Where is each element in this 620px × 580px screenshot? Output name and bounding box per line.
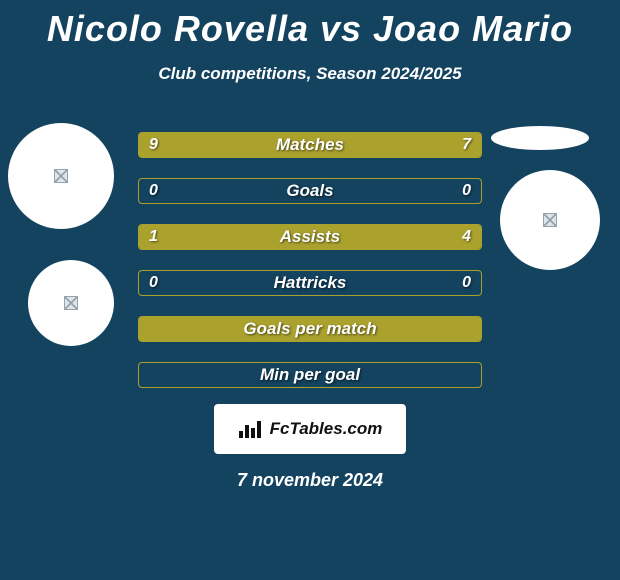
bar-fill-right <box>331 133 481 157</box>
stat-row-goals-per-match: Goals per match <box>138 316 482 342</box>
stat-value-left: 0 <box>149 179 158 203</box>
bar-fill-left <box>139 133 331 157</box>
avatar-placeholder <box>28 260 114 346</box>
bar-fill-right <box>207 225 481 249</box>
brand-text: FcTables.com <box>270 419 383 439</box>
stat-value-right: 0 <box>462 271 471 295</box>
stat-row-matches: 9 7 Matches <box>138 132 482 158</box>
stat-row-goals: 0 0 Goals <box>138 178 482 204</box>
stat-value-right: 0 <box>462 179 471 203</box>
avatar-placeholder <box>500 170 600 270</box>
decor-ellipse <box>491 126 589 150</box>
stat-row-hattricks: 0 0 Hattricks <box>138 270 482 296</box>
subtitle: Club competitions, Season 2024/2025 <box>0 64 620 84</box>
broken-image-icon <box>64 296 78 310</box>
stat-row-min-per-goal: Min per goal <box>138 362 482 388</box>
stat-label: Goals <box>139 179 481 203</box>
bar-fill-full <box>139 317 481 341</box>
date-text: 7 november 2024 <box>0 470 620 491</box>
stat-label: Hattricks <box>139 271 481 295</box>
broken-image-icon <box>543 213 557 227</box>
bars-icon <box>238 419 264 439</box>
bar-fill-left <box>139 225 207 249</box>
stat-label: Min per goal <box>139 363 481 387</box>
broken-image-icon <box>54 169 68 183</box>
stat-row-assists: 1 4 Assists <box>138 224 482 250</box>
brand-badge: FcTables.com <box>214 404 406 454</box>
stat-value-left: 0 <box>149 271 158 295</box>
avatar-placeholder <box>8 123 114 229</box>
comparison-bars: 9 7 Matches 0 0 Goals 1 4 Assists 0 0 Ha… <box>138 132 482 388</box>
page-title: Nicolo Rovella vs Joao Mario <box>0 0 620 50</box>
